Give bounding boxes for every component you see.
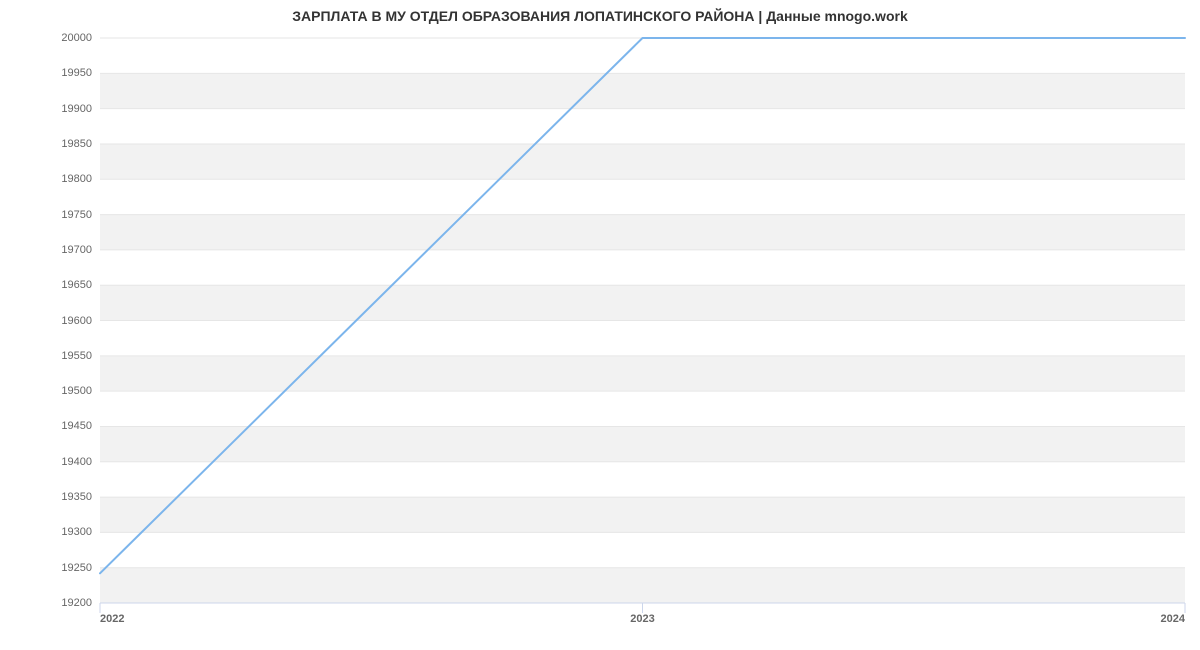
y-axis-label: 19300 (61, 526, 92, 538)
y-axis-label: 19400 (61, 456, 92, 468)
y-axis-label: 19900 (61, 103, 92, 115)
y-axis-label: 19500 (61, 385, 92, 397)
y-axis-label: 19750 (61, 209, 92, 221)
y-axis-label: 19550 (61, 350, 92, 362)
y-axis-label: 19800 (61, 173, 92, 185)
x-axis-label: 2023 (630, 613, 654, 625)
x-axis-label: 2022 (100, 613, 124, 625)
y-axis-label: 19650 (61, 279, 92, 291)
y-axis-label: 19950 (61, 67, 92, 79)
x-axis-label: 2024 (1161, 613, 1185, 625)
chart-svg (100, 38, 1185, 614)
y-axis-label: 19250 (61, 562, 92, 574)
y-axis-label: 19200 (61, 597, 92, 609)
y-axis-label: 20000 (61, 32, 92, 44)
y-axis-label: 19850 (61, 138, 92, 150)
chart-title: ЗАРПЛАТА В МУ ОТДЕЛ ОБРАЗОВАНИЯ ЛОПАТИНС… (0, 8, 1200, 24)
y-axis-label: 19600 (61, 315, 92, 327)
y-axis-label: 19350 (61, 491, 92, 503)
y-axis-label: 19700 (61, 244, 92, 256)
y-axis-label: 19450 (61, 420, 92, 432)
salary-chart: ЗАРПЛАТА В МУ ОТДЕЛ ОБРАЗОВАНИЯ ЛОПАТИНС… (0, 0, 1200, 650)
plot-area: 1920019250193001935019400194501950019550… (100, 38, 1185, 603)
